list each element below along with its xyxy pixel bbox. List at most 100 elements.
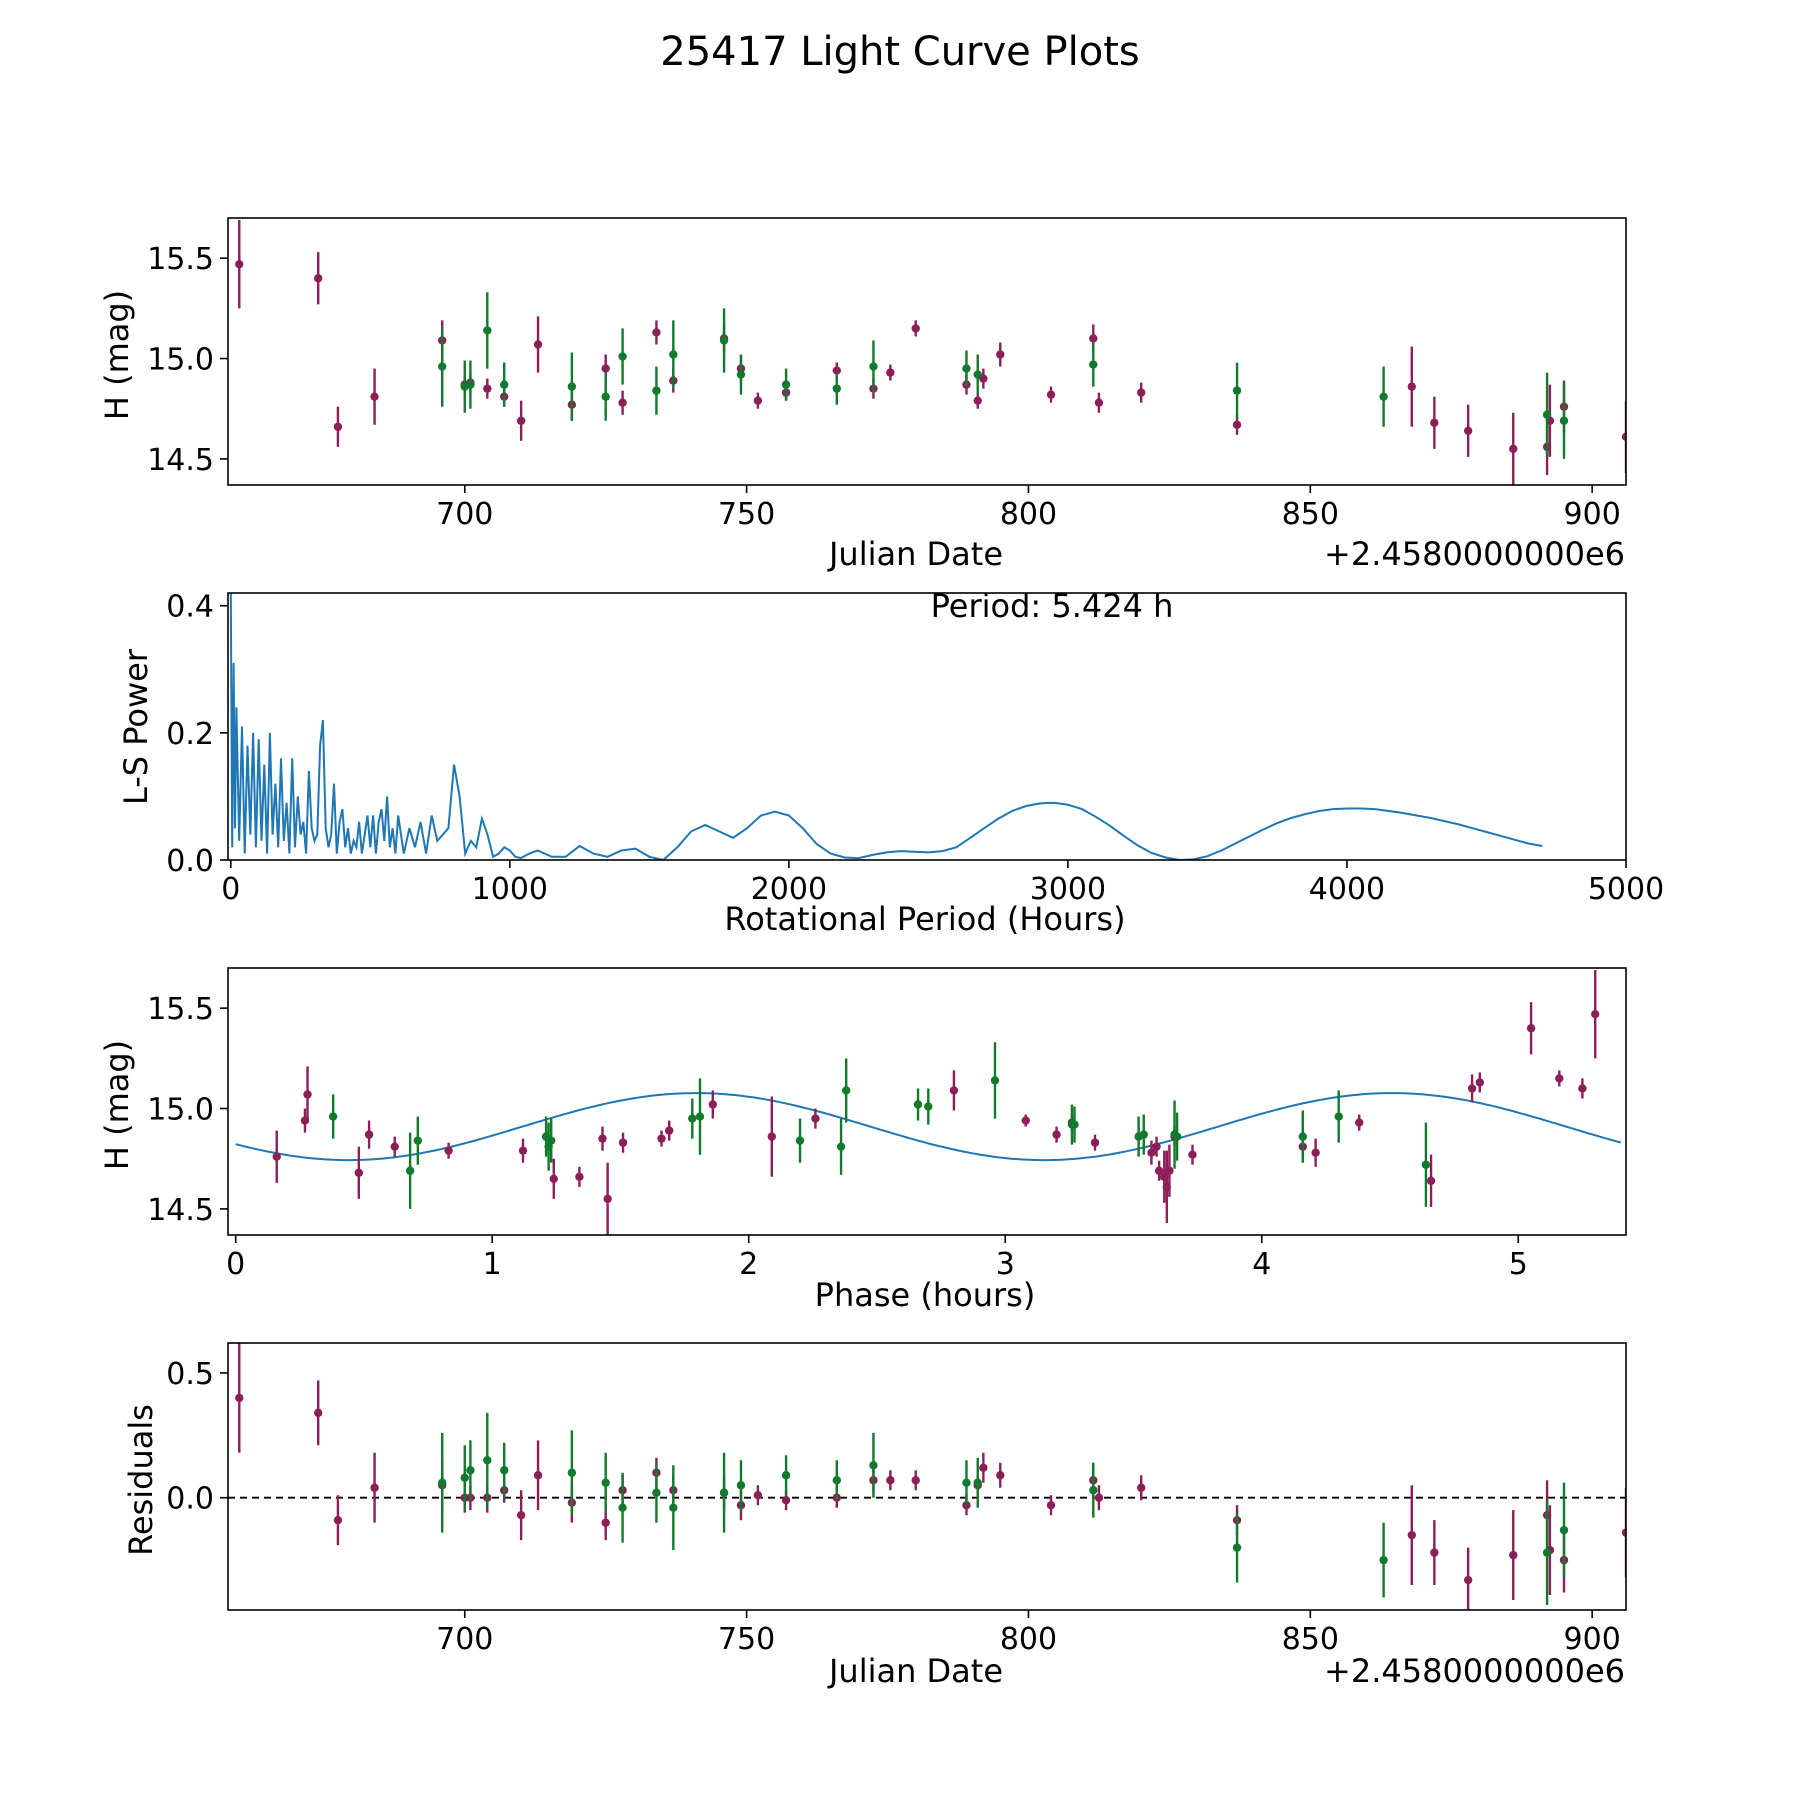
residuals-point	[370, 1483, 379, 1492]
residuals-point	[1094, 1493, 1104, 1502]
lightcurve-ytick-label: 15.0	[147, 343, 214, 378]
lightcurve-point	[753, 396, 763, 405]
periodogram-xlabel: Rotational Period (Hours)	[724, 900, 1125, 938]
phased-model-curve	[235, 1092, 1622, 1162]
residuals-point	[1232, 1543, 1242, 1552]
lightcurve-point	[438, 362, 447, 371]
residuals-point	[1407, 1530, 1416, 1540]
residuals-point	[911, 1476, 920, 1485]
lightcurve-point	[1542, 410, 1552, 419]
residuals-xtick-label: 900	[1564, 1622, 1621, 1657]
lightcurve-point	[516, 416, 526, 425]
lightcurve-xlabel: Julian Date	[827, 535, 1003, 573]
lightcurve-point	[719, 336, 729, 345]
periodogram-ytick-label: 0.0	[166, 844, 214, 879]
residuals-point	[618, 1503, 627, 1512]
phased-point	[1421, 1160, 1431, 1169]
lightcurve-point	[996, 350, 1005, 359]
residuals-point	[1559, 1525, 1569, 1535]
phased-xtick-label: 1	[483, 1247, 502, 1282]
residuals-point	[652, 1488, 661, 1497]
lightcurve-point	[466, 380, 475, 389]
lightcurve-points	[235, 220, 1626, 485]
lightcurve-point	[601, 364, 610, 373]
residuals-point	[669, 1503, 678, 1512]
lightcurve-point	[973, 396, 982, 405]
periodogram-xtick-label: 5000	[1588, 872, 1664, 907]
phased-point	[688, 1114, 697, 1123]
periodogram-axes-frame	[227, 592, 1627, 861]
lightcurve-xtick-label: 800	[1000, 497, 1057, 532]
residuals-point	[1089, 1486, 1098, 1495]
residuals-point	[313, 1408, 323, 1418]
lightcurve-point	[1232, 420, 1242, 429]
residuals-point	[869, 1461, 878, 1470]
periodogram-ylabel: L-S Power	[117, 648, 155, 805]
phased-point	[1467, 1084, 1477, 1093]
residuals-point	[235, 1393, 244, 1403]
lightcurve-ytick-label: 14.5	[147, 443, 214, 478]
phased-point	[303, 1090, 312, 1099]
residuals-point	[979, 1463, 988, 1472]
phased-point	[549, 1174, 558, 1183]
phased-point	[1311, 1148, 1320, 1157]
phased-point	[1052, 1130, 1061, 1139]
residuals-point	[1379, 1555, 1388, 1565]
lightcurve-point	[669, 350, 678, 359]
residuals-point	[516, 1510, 526, 1520]
lightcurve-point	[911, 324, 920, 333]
lightcurve-point	[869, 362, 878, 371]
lightcurve-point	[601, 392, 610, 401]
phased-point	[1021, 1116, 1030, 1125]
periodogram-xtick-label: 1000	[472, 872, 548, 907]
lightcurve-point	[313, 274, 323, 283]
phased-point	[836, 1142, 846, 1151]
lightcurve-xtick-label: 900	[1564, 497, 1621, 532]
lightcurve-ylabel: H (mag)	[98, 290, 136, 420]
residuals-point	[483, 1456, 492, 1465]
lightcurve-point	[1379, 392, 1388, 401]
residuals-xtick-label: 700	[436, 1622, 493, 1657]
residuals-point	[466, 1466, 475, 1475]
phased-point	[1139, 1130, 1148, 1139]
residuals-point	[1137, 1483, 1146, 1492]
phased-point	[708, 1100, 718, 1109]
lightcurve-xtick-label: 750	[718, 497, 775, 532]
phased-point	[598, 1134, 607, 1143]
residuals-xtick-label: 850	[1282, 1622, 1339, 1657]
phased-point	[990, 1076, 1000, 1085]
lightcurve-point	[1559, 416, 1569, 425]
phased-point	[1147, 1148, 1156, 1157]
residuals-point	[962, 1478, 971, 1487]
residuals-point	[460, 1473, 469, 1482]
residuals-point	[973, 1478, 982, 1487]
residuals-ylabel: Residuals	[122, 1404, 160, 1556]
phased-point	[603, 1194, 612, 1204]
residuals-xlabel: Julian Date	[827, 1652, 1003, 1690]
lightcurve-point	[567, 382, 577, 391]
phased-points	[272, 970, 1600, 1235]
periodogram-line	[229, 593, 1543, 860]
lightcurve-point	[886, 368, 895, 377]
phased-point	[1475, 1078, 1484, 1087]
phased-point	[811, 1114, 820, 1123]
phased-point	[354, 1168, 364, 1177]
phased-point	[949, 1086, 959, 1095]
residuals-point	[719, 1488, 729, 1497]
lightcurve-xtick-label: 850	[1282, 497, 1339, 532]
residuals-axes-frame	[227, 1342, 1627, 1611]
periodogram-panel: Rotational Period (Hours) L-S Power Peri…	[117, 587, 1664, 938]
lightcurve-point	[618, 398, 627, 407]
residuals-point	[736, 1481, 746, 1490]
phased-point	[1298, 1132, 1307, 1141]
phased-point	[913, 1100, 923, 1109]
residuals-point	[1509, 1550, 1518, 1560]
residuals-xtick-label: 750	[718, 1622, 775, 1657]
phased-point	[413, 1136, 423, 1145]
phased-point	[547, 1136, 556, 1145]
lightcurve-point	[333, 422, 343, 431]
lightcurve-point	[1137, 388, 1146, 397]
lightcurve-xtick-label: 700	[436, 497, 493, 532]
figure-title: 25417 Light Curve Plots	[660, 29, 1139, 75]
residuals-point	[1542, 1548, 1552, 1557]
